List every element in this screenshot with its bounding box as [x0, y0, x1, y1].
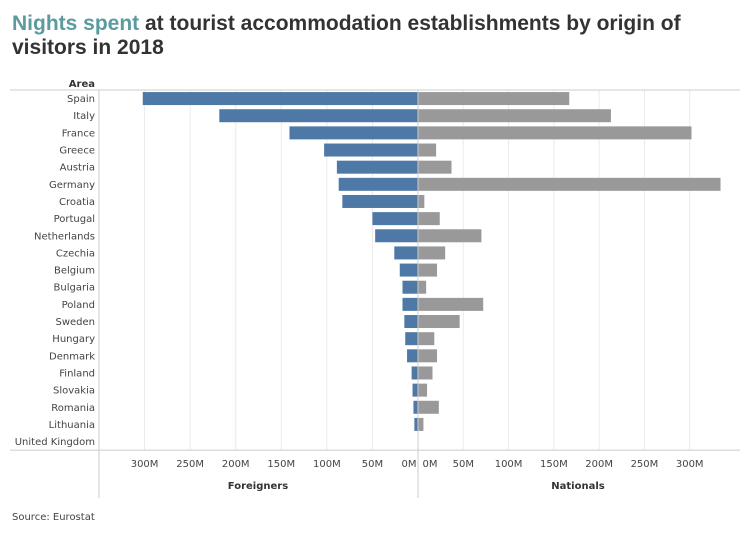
- category-label: Finland: [59, 368, 95, 379]
- bar-nationals-portugal: [418, 212, 440, 226]
- bar-foreigners-italy: [219, 109, 418, 123]
- bar-nationals-romania: [418, 400, 439, 414]
- tick-label-right: 300M: [676, 459, 704, 470]
- bar-nationals-netherlands: [418, 229, 482, 243]
- bar-foreigners-spain: [142, 92, 418, 106]
- tick-label-right: 100M: [495, 459, 523, 470]
- tick-label-left: 200M: [222, 459, 250, 470]
- tick-label-left: 250M: [176, 459, 204, 470]
- chart-title: Nights spent at tourist accommodation es…: [12, 12, 732, 60]
- bar-nationals-bulgaria: [418, 280, 427, 294]
- category-label: Sweden: [55, 317, 95, 328]
- category-label: Belgium: [54, 266, 95, 277]
- bar-nationals-germany: [418, 177, 721, 191]
- chart-title-rest: at tourist accommodation establishments …: [12, 12, 681, 59]
- tick-label-right: 0M: [423, 459, 438, 470]
- bar-foreigners-poland: [402, 297, 418, 311]
- bar-nationals-austria: [418, 160, 452, 174]
- bar-foreigners-sweden: [404, 315, 418, 329]
- bars: [142, 92, 721, 431]
- bar-foreigners-hungary: [405, 332, 418, 346]
- tick-label-left: 300M: [131, 459, 159, 470]
- category-label: Netherlands: [34, 231, 95, 242]
- category-label: Hungary: [52, 334, 95, 345]
- bar-nationals-hungary: [418, 332, 435, 346]
- bar-nationals-czechia: [418, 246, 446, 260]
- tick-label-right: 150M: [540, 459, 568, 470]
- category-label: Spain: [67, 94, 95, 105]
- bar-foreigners-czechia: [394, 246, 418, 260]
- bar-foreigners-romania: [413, 400, 418, 414]
- category-labels: Spain Italy France Greece Austria Germany Croa…: [15, 94, 95, 448]
- tick-label-left: 150M: [267, 459, 295, 470]
- tick-label-right: 200M: [585, 459, 613, 470]
- bar-nationals-croatia: [418, 194, 425, 208]
- bar-foreigners-croatia: [342, 194, 418, 208]
- category-label: Poland: [62, 300, 95, 311]
- category-label: Slovakia: [53, 386, 95, 397]
- bar-foreigners-france: [289, 126, 418, 140]
- bar-nationals-denmark: [418, 349, 438, 363]
- tick-label-right: 50M: [453, 459, 474, 470]
- category-label: United Kingdom: [15, 437, 95, 448]
- row-header: Area: [69, 79, 95, 90]
- tick-label-right: 250M: [631, 459, 659, 470]
- x-axis-label-foreigners: Foreigners: [228, 481, 288, 492]
- bar-foreigners-denmark: [407, 349, 418, 363]
- bar-foreigners-portugal: [372, 212, 418, 226]
- category-label: Bulgaria: [54, 283, 95, 294]
- tick-label-left: 100M: [313, 459, 341, 470]
- bar-nationals-spain: [418, 92, 570, 106]
- bar-foreigners-netherlands: [375, 229, 418, 243]
- bar-foreigners-bulgaria: [402, 280, 418, 294]
- category-label: Germany: [49, 180, 95, 191]
- bar-foreigners-austria: [336, 160, 418, 174]
- bar-nationals-greece: [418, 143, 437, 157]
- bar-nationals-italy: [418, 109, 611, 123]
- bar-nationals-sweden: [418, 315, 460, 329]
- tick-label-left: 50M: [362, 459, 383, 470]
- category-label: France: [62, 128, 95, 139]
- chart-title-highlight: Nights spent: [12, 12, 140, 35]
- category-label: Czechia: [56, 248, 95, 259]
- category-label: Croatia: [59, 197, 95, 208]
- category-label: Austria: [60, 163, 95, 174]
- category-label: Italy: [73, 111, 95, 122]
- tick-labels: 0M 0M 50M 50M 100M 100M 150M 150M 200M 200M 250M 25…: [131, 459, 704, 470]
- bar-nationals-belgium: [418, 263, 438, 277]
- bar-nationals-france: [418, 126, 692, 140]
- category-label: Denmark: [49, 351, 95, 362]
- bar-foreigners-lithuania: [414, 417, 418, 431]
- bar-foreigners-finland: [411, 366, 418, 380]
- bar-nationals-finland: [418, 366, 433, 380]
- bar-foreigners-germany: [338, 177, 418, 191]
- source-note: Source: Eurostat: [12, 512, 95, 523]
- bar-foreigners-greece: [324, 143, 418, 157]
- category-label: Lithuania: [49, 420, 95, 431]
- bar-nationals-poland: [418, 297, 484, 311]
- tick-label-left: 0M: [402, 459, 417, 470]
- bar-foreigners-slovakia: [412, 383, 418, 397]
- bar-nationals-lithuania: [418, 417, 424, 431]
- bar-foreigners-belgium: [399, 263, 418, 277]
- x-axis-label-nationals: Nationals: [551, 481, 604, 492]
- category-label: Portugal: [54, 214, 95, 225]
- category-label: Romania: [51, 403, 95, 414]
- category-label: Greece: [59, 146, 95, 157]
- axis-frame: [10, 89, 740, 498]
- bar-nationals-slovakia: [418, 383, 428, 397]
